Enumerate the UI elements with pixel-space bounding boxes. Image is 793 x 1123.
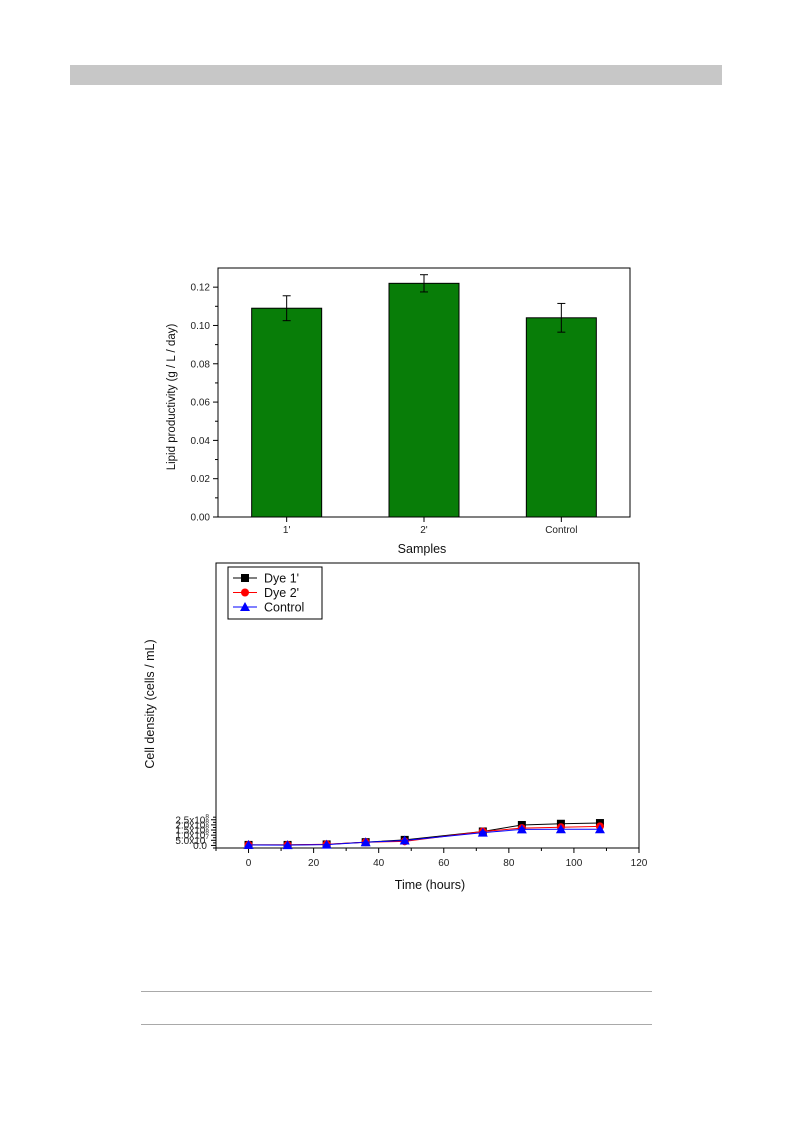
- series-line: [248, 822, 600, 846]
- bar-2: [388, 282, 460, 518]
- series-line: [248, 828, 600, 846]
- legend-label: Control: [264, 601, 304, 615]
- bar-y-tick-label: 0.06: [191, 398, 211, 409]
- line-x-tick-label: 100: [566, 858, 583, 869]
- bar-x-tick-label: 1': [283, 525, 291, 536]
- legend-label: Dye 2': [264, 586, 299, 600]
- line-plot-frame: [215, 562, 640, 849]
- bar-chart-tick-labels: 0.00 0.02 0.04 0.06 0.08 0.10 0.12 1' 2' Control: [191, 283, 578, 536]
- bar-chart-bars: [251, 274, 597, 518]
- bar-chart-x-axis-title: Samples: [398, 542, 447, 556]
- bar-y-tick-label: 0.08: [191, 359, 211, 370]
- data-point: [399, 835, 410, 845]
- header-bar: [70, 65, 722, 85]
- line-chart-tick-labels: 0 20 40 60 80 100 120 0.05.0x1071.0x1081.5x1082…: [175, 813, 647, 869]
- data-point: [555, 824, 566, 834]
- footer-rule-upper: [141, 991, 652, 992]
- legend-label: Dye 1': [264, 572, 299, 586]
- data-point: [243, 839, 254, 849]
- line-chart-series: [243, 819, 605, 850]
- bar-x-tick-label: 2': [420, 525, 428, 536]
- line-x-tick-label: 60: [438, 858, 450, 869]
- legend-marker: [240, 602, 250, 611]
- footer-rule-lower: [141, 1024, 652, 1025]
- line-y-tick-label: 2.5x108: [175, 813, 209, 826]
- data-point: [477, 827, 488, 837]
- line-y-tick-label: 1.5x108: [175, 824, 209, 837]
- data-point: [360, 837, 371, 847]
- legend-marker: [241, 588, 249, 597]
- line-x-tick-label: 40: [373, 858, 385, 869]
- data-point: [321, 839, 332, 849]
- bar-3: [525, 317, 597, 518]
- line-y-tick-label: 0.0: [193, 841, 207, 852]
- line-y-tick-label: 1.0x108: [175, 829, 209, 842]
- line-x-tick-label: 20: [308, 858, 320, 869]
- line-x-tick-label: 120: [631, 858, 648, 869]
- bar-y-tick-label: 0.04: [191, 436, 211, 447]
- bar-y-tick-label: 0.10: [191, 321, 211, 332]
- data-point: [516, 824, 527, 834]
- bar-chart-y-axis-title: Lipid productivity (g / L / day): [166, 324, 178, 471]
- series-control: [243, 824, 605, 850]
- line-x-tick-label: 80: [503, 858, 515, 869]
- line-chart-x-axis-title: Time (hours): [395, 878, 465, 892]
- line-chart-axes: [211, 562, 640, 853]
- line-chart-y-axis-title: Cell density (cells / mL): [143, 639, 157, 768]
- line-y-tick-label: 5.0x107: [175, 834, 209, 847]
- data-point: [282, 840, 293, 850]
- bar-y-tick-label: 0.00: [191, 513, 211, 524]
- bar-x-tick-label: Control: [545, 525, 577, 536]
- bar-y-tick-label: 0.02: [191, 474, 211, 485]
- line-x-tick-label: 0: [246, 858, 252, 869]
- line-chart-legend: Dye 1'Dye 2'Control: [227, 566, 323, 620]
- data-point: [594, 824, 605, 834]
- legend-marker: [241, 574, 249, 582]
- lipid-productivity-bar-chart: 0.000.020.040.060.080.100.121' 2' Control …: [166, 267, 631, 556]
- bar-y-tick-label: 0.12: [191, 283, 211, 294]
- line-y-tick-label: 2.0x108: [175, 818, 209, 831]
